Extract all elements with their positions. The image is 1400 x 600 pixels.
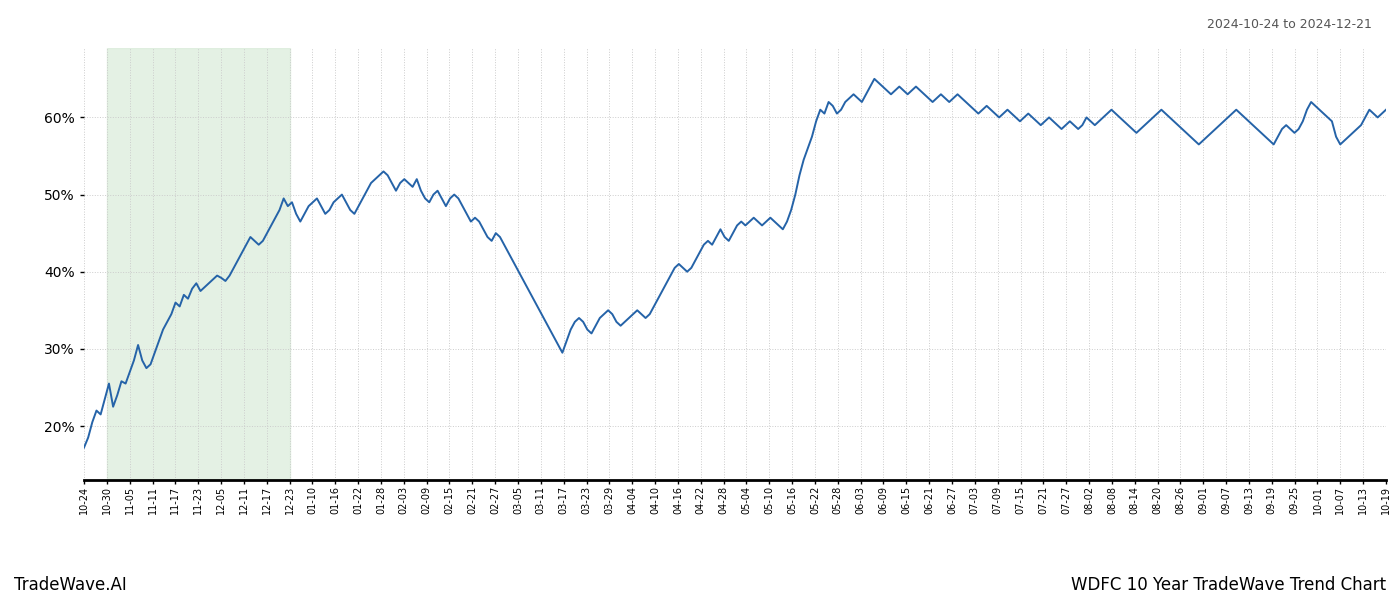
Bar (106, 48, 290, 480)
Text: TradeWave.AI: TradeWave.AI (14, 576, 127, 594)
Text: 2024-10-24 to 2024-12-21: 2024-10-24 to 2024-12-21 (1207, 18, 1372, 31)
Text: WDFC 10 Year TradeWave Trend Chart: WDFC 10 Year TradeWave Trend Chart (1071, 576, 1386, 594)
